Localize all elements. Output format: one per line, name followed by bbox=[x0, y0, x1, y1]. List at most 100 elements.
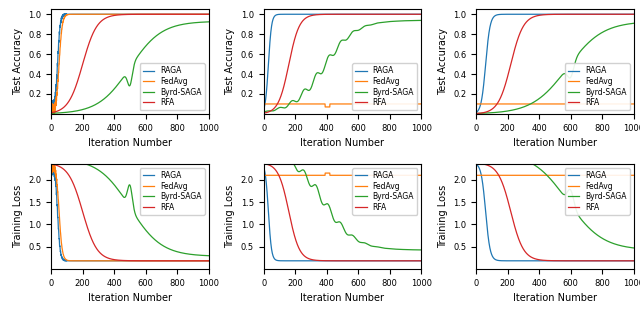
FedAvg bbox=[413, 173, 420, 177]
Line: RAGA: RAGA bbox=[476, 164, 634, 261]
Byrd-SAGA bbox=[549, 84, 557, 88]
Byrd-SAGA bbox=[545, 89, 552, 92]
Y-axis label: Test Accuracy: Test Accuracy bbox=[438, 28, 447, 95]
FedAvg bbox=[625, 102, 633, 106]
FedAvg bbox=[321, 105, 329, 109]
RFA bbox=[172, 259, 179, 263]
RFA bbox=[596, 12, 604, 16]
Byrd-SAGA bbox=[625, 22, 633, 26]
Line: FedAvg: FedAvg bbox=[51, 158, 209, 261]
Line: FedAvg: FedAvg bbox=[264, 104, 421, 107]
RAGA bbox=[549, 12, 557, 16]
Byrd-SAGA bbox=[268, 109, 276, 113]
FedAvg bbox=[120, 259, 127, 263]
Line: RAGA: RAGA bbox=[264, 14, 421, 109]
Line: FedAvg: FedAvg bbox=[264, 173, 421, 175]
RFA bbox=[596, 259, 604, 263]
FedAvg bbox=[630, 173, 637, 177]
RFA bbox=[200, 12, 208, 16]
Legend: RAGA, FedAvg, Byrd-SAGA, RFA: RAGA, FedAvg, Byrd-SAGA, RFA bbox=[140, 168, 205, 215]
Y-axis label: Training Loss: Training Loss bbox=[13, 185, 23, 248]
X-axis label: Iteration Number: Iteration Number bbox=[300, 293, 385, 303]
RAGA bbox=[323, 12, 330, 16]
Byrd-SAGA bbox=[172, 24, 179, 28]
FedAvg bbox=[472, 102, 480, 106]
Byrd-SAGA bbox=[413, 19, 420, 22]
FedAvg bbox=[481, 173, 488, 177]
Legend: RAGA, FedAvg, Byrd-SAGA, RFA: RAGA, FedAvg, Byrd-SAGA, RFA bbox=[352, 63, 417, 110]
RFA bbox=[549, 259, 557, 263]
Byrd-SAGA bbox=[413, 248, 420, 252]
FedAvg bbox=[384, 173, 392, 177]
RAGA bbox=[625, 12, 633, 16]
RAGA bbox=[625, 259, 633, 263]
RAGA bbox=[630, 259, 637, 263]
Byrd-SAGA bbox=[417, 19, 425, 22]
Byrd-SAGA bbox=[417, 248, 425, 252]
RAGA bbox=[332, 259, 340, 263]
FedAvg bbox=[625, 173, 633, 177]
RAGA bbox=[120, 12, 127, 16]
Legend: RAGA, FedAvg, Byrd-SAGA, RFA: RAGA, FedAvg, Byrd-SAGA, RFA bbox=[352, 168, 417, 215]
RAGA bbox=[337, 259, 344, 263]
RAGA bbox=[481, 195, 488, 199]
RFA bbox=[124, 13, 132, 16]
Byrd-SAGA bbox=[260, 110, 268, 114]
RFA bbox=[268, 108, 276, 112]
Byrd-SAGA bbox=[200, 254, 208, 257]
Legend: RAGA, FedAvg, Byrd-SAGA, RFA: RAGA, FedAvg, Byrd-SAGA, RFA bbox=[140, 63, 205, 110]
FedAvg bbox=[205, 12, 212, 16]
Byrd-SAGA bbox=[205, 20, 212, 24]
RAGA bbox=[47, 162, 55, 166]
RFA bbox=[625, 12, 633, 16]
RFA bbox=[337, 259, 344, 263]
RAGA bbox=[564, 12, 572, 16]
RAGA bbox=[200, 259, 208, 263]
Line: Byrd-SAGA: Byrd-SAGA bbox=[51, 159, 209, 256]
RAGA bbox=[545, 259, 552, 263]
Byrd-SAGA bbox=[205, 254, 212, 258]
Byrd-SAGA bbox=[630, 21, 637, 25]
RFA bbox=[472, 161, 480, 165]
Byrd-SAGA bbox=[200, 20, 208, 24]
Byrd-SAGA bbox=[261, 152, 269, 156]
Byrd-SAGA bbox=[630, 246, 637, 250]
FedAvg bbox=[413, 102, 420, 106]
RFA bbox=[481, 163, 488, 166]
RAGA bbox=[545, 12, 552, 16]
RFA bbox=[332, 259, 340, 263]
Byrd-SAGA bbox=[332, 50, 340, 54]
FedAvg bbox=[413, 173, 420, 177]
Line: Byrd-SAGA: Byrd-SAGA bbox=[476, 23, 634, 113]
FedAvg bbox=[113, 259, 121, 263]
RAGA bbox=[549, 259, 557, 263]
Byrd-SAGA bbox=[625, 245, 633, 249]
Byrd-SAGA bbox=[200, 254, 208, 257]
RAGA bbox=[417, 12, 425, 16]
FedAvg bbox=[268, 173, 276, 177]
RFA bbox=[417, 259, 425, 263]
Byrd-SAGA bbox=[549, 180, 557, 184]
Line: RAGA: RAGA bbox=[264, 167, 421, 261]
Byrd-SAGA bbox=[56, 111, 63, 115]
RAGA bbox=[124, 259, 132, 263]
Byrd-SAGA bbox=[124, 81, 132, 84]
FedAvg bbox=[200, 259, 208, 263]
Byrd-SAGA bbox=[472, 112, 480, 115]
Legend: RAGA, FedAvg, Byrd-SAGA, RFA: RAGA, FedAvg, Byrd-SAGA, RFA bbox=[564, 63, 630, 110]
FedAvg bbox=[472, 173, 480, 177]
Line: RAGA: RAGA bbox=[476, 14, 634, 112]
RAGA bbox=[596, 259, 604, 263]
RAGA bbox=[481, 77, 488, 81]
Line: FedAvg: FedAvg bbox=[51, 14, 209, 124]
RFA bbox=[545, 259, 552, 262]
RFA bbox=[545, 13, 552, 16]
RAGA bbox=[200, 259, 208, 263]
FedAvg bbox=[413, 102, 420, 106]
RAGA bbox=[564, 259, 572, 263]
RAGA bbox=[260, 107, 268, 111]
RAGA bbox=[472, 163, 480, 166]
RFA bbox=[205, 259, 212, 263]
RAGA bbox=[205, 259, 212, 263]
FedAvg bbox=[113, 12, 121, 16]
